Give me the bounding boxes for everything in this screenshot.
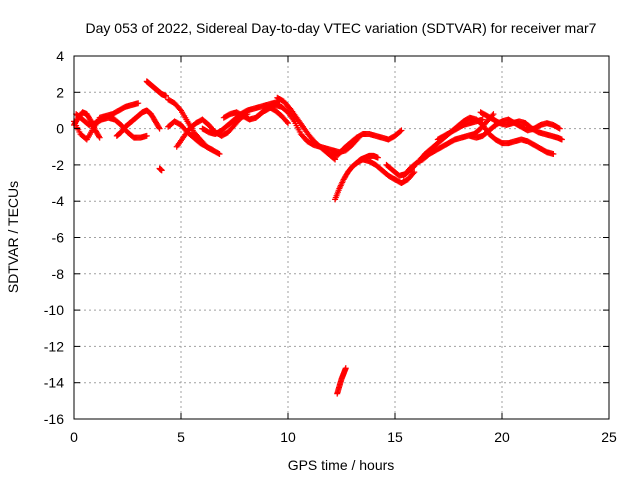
data-point (490, 111, 497, 118)
data-point (158, 167, 165, 174)
data-series-arc-13 (274, 94, 339, 163)
y-tick-label: -12 (44, 338, 64, 354)
data-point (210, 147, 217, 154)
x-tick-label: 15 (387, 429, 403, 445)
data-point (155, 124, 162, 131)
y-tick-label: 4 (56, 48, 64, 64)
data-series-arc-12 (252, 102, 362, 156)
data-point (397, 128, 404, 135)
data-series-arc-17 (353, 156, 418, 187)
data-point (558, 136, 565, 143)
x-tick-label: 0 (70, 429, 78, 445)
x-tick-label: 25 (601, 429, 617, 445)
data-point (556, 125, 563, 132)
data-series-arc-22 (477, 109, 565, 143)
data-point (209, 146, 216, 153)
data-point (95, 133, 102, 140)
chart-title: Day 053 of 2022, Sidereal Day-to-day VTE… (86, 20, 597, 36)
data-series-arc-14 (327, 127, 405, 159)
x-tick-label: 5 (177, 429, 185, 445)
y-tick-label: -6 (52, 230, 65, 246)
grid-lines (74, 56, 609, 419)
data-point (156, 125, 163, 132)
data-point (411, 169, 418, 176)
y-tick-label: 0 (56, 121, 64, 137)
data-point (342, 365, 349, 372)
data-point (96, 134, 103, 141)
data-point (398, 127, 405, 134)
data-point (410, 170, 417, 177)
data-point (143, 132, 150, 139)
data-series-arc-3 (71, 109, 103, 141)
y-tick-label: -14 (44, 375, 64, 391)
data-point (285, 120, 291, 127)
data-point (555, 124, 562, 131)
data-series-arc-18 (383, 116, 486, 179)
data-point (215, 150, 222, 157)
x-tick-label: 10 (280, 429, 296, 445)
data-point (283, 118, 290, 125)
y-axis-label: SDTVAR / TECUs (5, 181, 21, 293)
data-series-arc-4 (113, 107, 163, 139)
data-series-arc-16 (334, 365, 349, 397)
y-tick-label: -2 (52, 157, 65, 173)
data-point (135, 100, 142, 107)
y-tick-label: -4 (52, 193, 65, 209)
y-tick-label: -10 (44, 302, 64, 318)
y-tick-label: -16 (44, 411, 64, 427)
y-tick-label: 2 (56, 84, 64, 100)
x-axis-label: GPS time / hours (288, 457, 395, 473)
data-point (216, 151, 223, 158)
data-point (176, 106, 183, 113)
data-series-arc-20 (434, 114, 557, 158)
x-tick-label: 20 (494, 429, 510, 445)
data-series-arc-6 (156, 165, 165, 174)
data-point (374, 154, 381, 161)
data-series-arc-5 (143, 78, 170, 99)
y-tick-label: -8 (52, 266, 65, 282)
data-point (479, 116, 486, 123)
data-point (163, 92, 170, 99)
data-points (71, 78, 565, 397)
data-point (550, 151, 557, 158)
